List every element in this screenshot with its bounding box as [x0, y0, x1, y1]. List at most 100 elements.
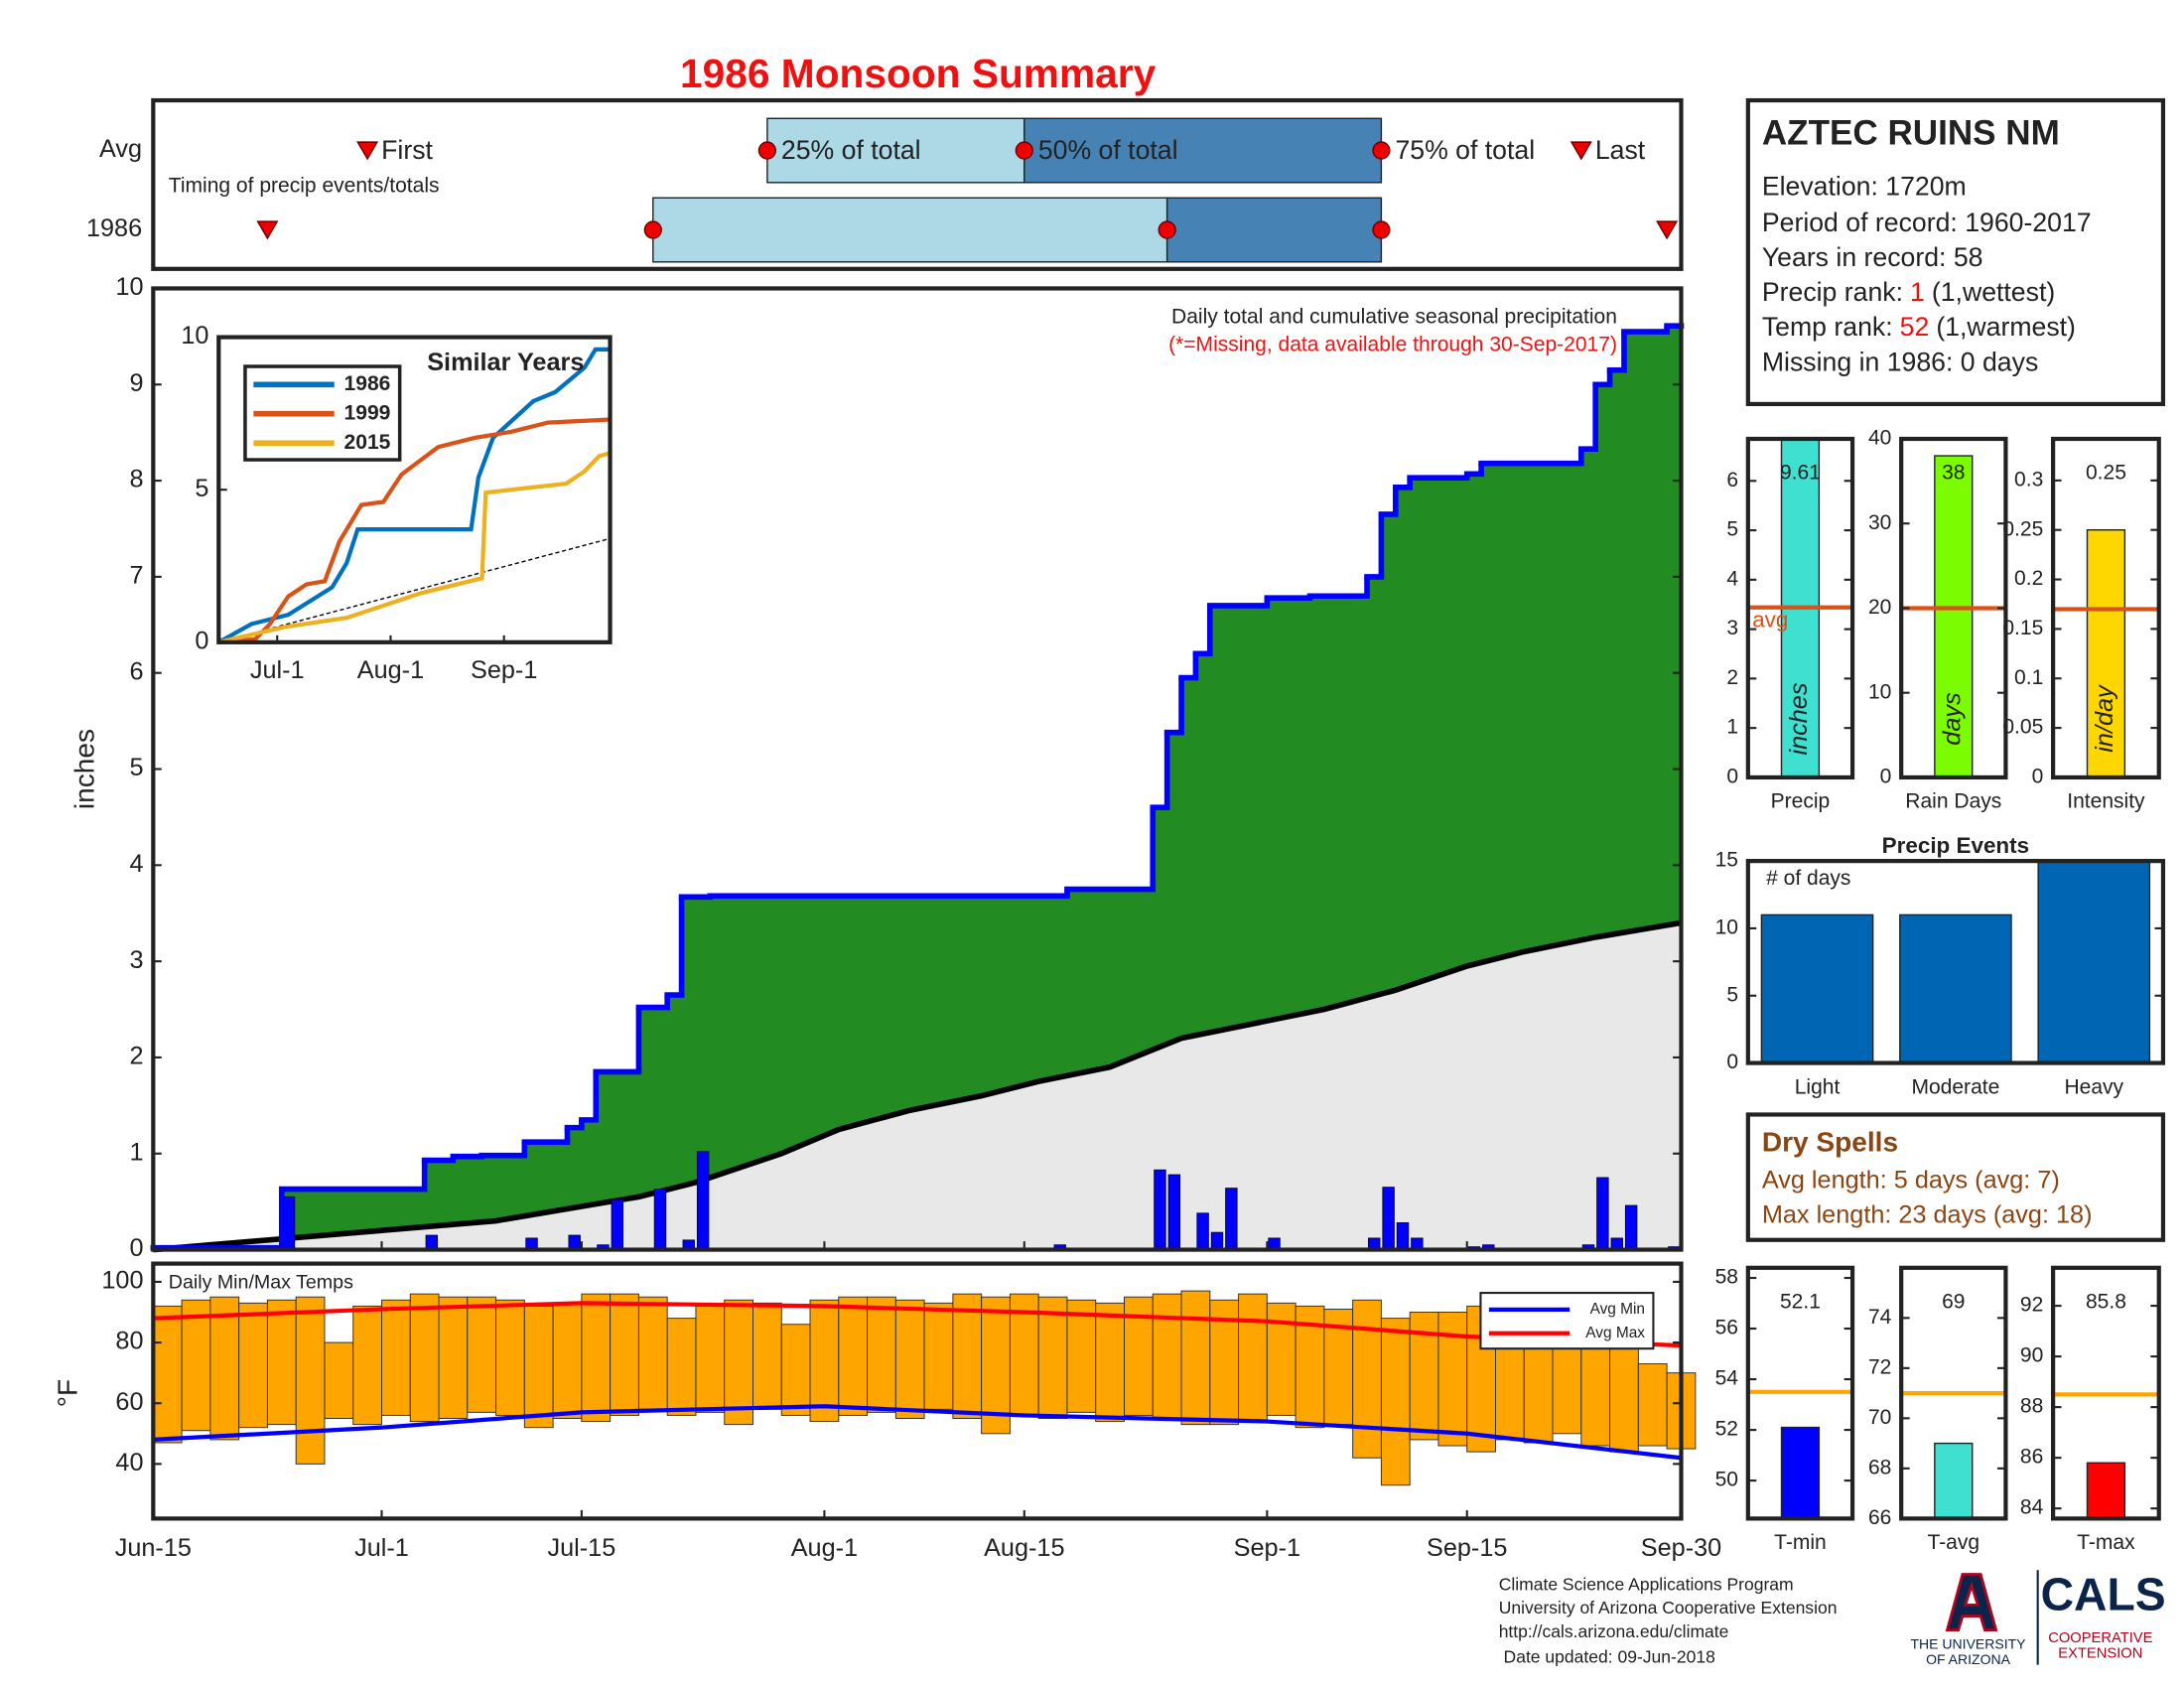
temp-range-bar — [1437, 1312, 1468, 1447]
quantile-marker — [1158, 220, 1176, 239]
legend-label: 2015 — [344, 431, 391, 454]
axes-frame — [151, 1261, 1684, 1521]
y-tick-label: 40 — [115, 1449, 143, 1477]
precip-subtitle: (*=Missing, data available through 30-Se… — [1168, 334, 1617, 356]
temp-range-bar — [495, 1299, 525, 1416]
x-tick-label: Sep-15 — [1427, 1534, 1507, 1562]
y-tick-label: 20 — [1868, 596, 1891, 619]
bar-annotation: # of days — [1766, 867, 1850, 890]
y-tick-label: 3 — [129, 946, 143, 974]
y-tick-label: 80 — [115, 1328, 143, 1355]
logo-text: EXTENSION — [2058, 1645, 2142, 1661]
value-bar — [1934, 455, 1974, 777]
temp-range-bar — [894, 1299, 925, 1419]
temp-range-bar — [752, 1302, 782, 1410]
x-tick-label: Aug-1 — [357, 656, 424, 684]
timing-label: 75% of total — [1395, 135, 1535, 165]
y-tick-label: 30 — [1868, 511, 1891, 534]
quantile-marker — [1015, 141, 1033, 160]
category-label: T-avg — [1927, 1531, 1979, 1554]
temp-range-bar — [1609, 1330, 1639, 1453]
logo-text: THE UNIVERSITY — [1911, 1636, 2027, 1652]
y-tick-label: 0 — [2032, 765, 2044, 787]
value-bar — [1934, 1442, 1974, 1519]
daily-precip-bar — [696, 1151, 710, 1250]
station-elevation: Elevation: 1720m — [1762, 171, 1967, 201]
daily-precip-bar — [611, 1198, 624, 1250]
temp-range-bar — [152, 1305, 183, 1444]
y-tick-label: 74 — [1868, 1306, 1892, 1329]
unit-label: inches — [1785, 682, 1813, 755]
temp-range-bar — [1152, 1293, 1182, 1419]
temp-range-bar — [295, 1296, 326, 1465]
axes-frame — [1745, 436, 1855, 780]
temp-range-bar — [181, 1299, 211, 1432]
y-tick-label: 5 — [195, 475, 208, 502]
legend-label: 1986 — [344, 372, 391, 395]
station-name: AZTEC RUINS NM — [1762, 113, 2060, 152]
timing-label: 50% of total — [1038, 135, 1178, 165]
temp-range-bar — [1037, 1296, 1068, 1419]
temp-range-bar — [467, 1296, 497, 1413]
temp-range-bar — [724, 1299, 753, 1426]
logo-text: OF ARIZONA — [1926, 1651, 2011, 1667]
axes-frame — [1745, 859, 2166, 1065]
y-tick-label: 3 — [1726, 617, 1738, 639]
value-bar — [2086, 1462, 2126, 1519]
y-tick-label: 4 — [129, 850, 143, 878]
y-tick-label: 0 — [195, 628, 208, 655]
temp-range-bar — [324, 1341, 354, 1419]
y-tick-label: 84 — [2020, 1496, 2044, 1519]
y-tick-label: 8 — [129, 466, 143, 493]
cals-logo: CALS — [2041, 1569, 2166, 1620]
y-tick-label: 5 — [1726, 983, 1738, 1006]
series-line — [217, 451, 612, 644]
daily-precip-bar — [1154, 1169, 1166, 1250]
quantile-marker — [757, 141, 776, 160]
y-tick-label: 0.3 — [2014, 468, 2043, 491]
y-tick-label: 9 — [129, 369, 143, 397]
category-label: Rain Days — [1905, 790, 2001, 813]
y-tick-label: 92 — [2020, 1294, 2043, 1317]
y-tick-label: 0.05 — [2002, 716, 2043, 739]
value-bar — [1780, 1426, 1821, 1519]
temp-range-bar — [867, 1296, 896, 1413]
y-tick-label: 0.15 — [2002, 617, 2043, 639]
y-axis-label: inches — [68, 729, 99, 809]
y-tick-label: 86 — [2020, 1446, 2043, 1469]
temp-range-bar — [1066, 1299, 1097, 1413]
footer-line: Date updated: 09-Jun-2018 — [1499, 1646, 1715, 1666]
y-tick-label: 0 — [1726, 765, 1738, 787]
quantile-marker — [1372, 141, 1391, 160]
y-tick-label: 2 — [129, 1043, 143, 1070]
average-line — [153, 919, 1682, 1253]
series-line — [217, 347, 611, 644]
daily-precip-bar — [1382, 1187, 1395, 1250]
y-tick-label: 5 — [1726, 518, 1738, 541]
y-tick-label: 66 — [1868, 1506, 1891, 1529]
event-marker — [1656, 220, 1679, 240]
quartile-box — [1165, 197, 1383, 263]
quartile-box — [652, 197, 1168, 263]
logo-text: COOPERATIVE — [2048, 1630, 2152, 1646]
x-tick-label: Sep-1 — [1234, 1534, 1300, 1562]
station-missing: Missing in 1986: 0 days — [1762, 347, 2038, 376]
inset-title: Similar Years — [427, 349, 584, 376]
y-tick-label: 1 — [129, 1138, 143, 1166]
y-tick-label: 40 — [1868, 427, 1891, 450]
x-tick-label: Jul-1 — [250, 656, 305, 684]
axes-frame — [2051, 1265, 2161, 1521]
rank-label: Precip rank: — [1762, 277, 1903, 307]
y-tick-label: 7 — [129, 562, 143, 590]
unit-label: days — [1938, 692, 1966, 746]
value-label: 38 — [1942, 462, 1965, 485]
rank-note: (1,warmest) — [1936, 312, 2076, 342]
category-label: T-max — [2077, 1531, 2135, 1554]
event-marker — [1570, 141, 1592, 161]
value-label: 69 — [1942, 1290, 1965, 1313]
logo-a — [1945, 1573, 1998, 1632]
axes-frame — [151, 286, 1684, 1252]
temp-range-bar — [581, 1293, 612, 1423]
y-tick-label: 6 — [1726, 469, 1738, 492]
